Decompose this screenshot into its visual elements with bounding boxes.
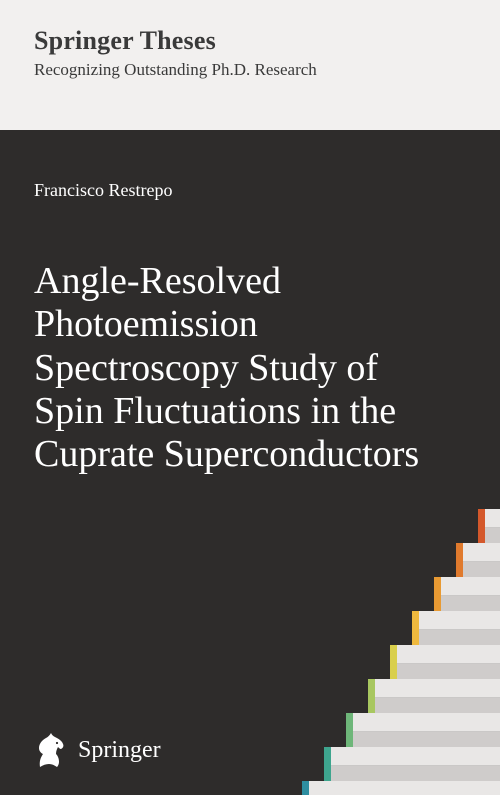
springer-horse-icon — [34, 731, 68, 769]
header-band: Springer Theses Recognizing Outstanding … — [0, 0, 500, 130]
book-cover: Springer Theses Recognizing Outstanding … — [0, 0, 500, 795]
publisher-logo: Springer — [34, 731, 161, 769]
author-name: Francisco Restrepo — [34, 180, 172, 201]
series-name: Springer Theses — [34, 26, 466, 56]
publisher-name: Springer — [78, 737, 161, 764]
series-tagline: Recognizing Outstanding Ph.D. Research — [34, 60, 466, 80]
main-panel: Francisco Restrepo Angle-Resolved Photoe… — [0, 130, 500, 795]
book-title: Angle-Resolved Photoemission Spectroscop… — [34, 260, 440, 477]
